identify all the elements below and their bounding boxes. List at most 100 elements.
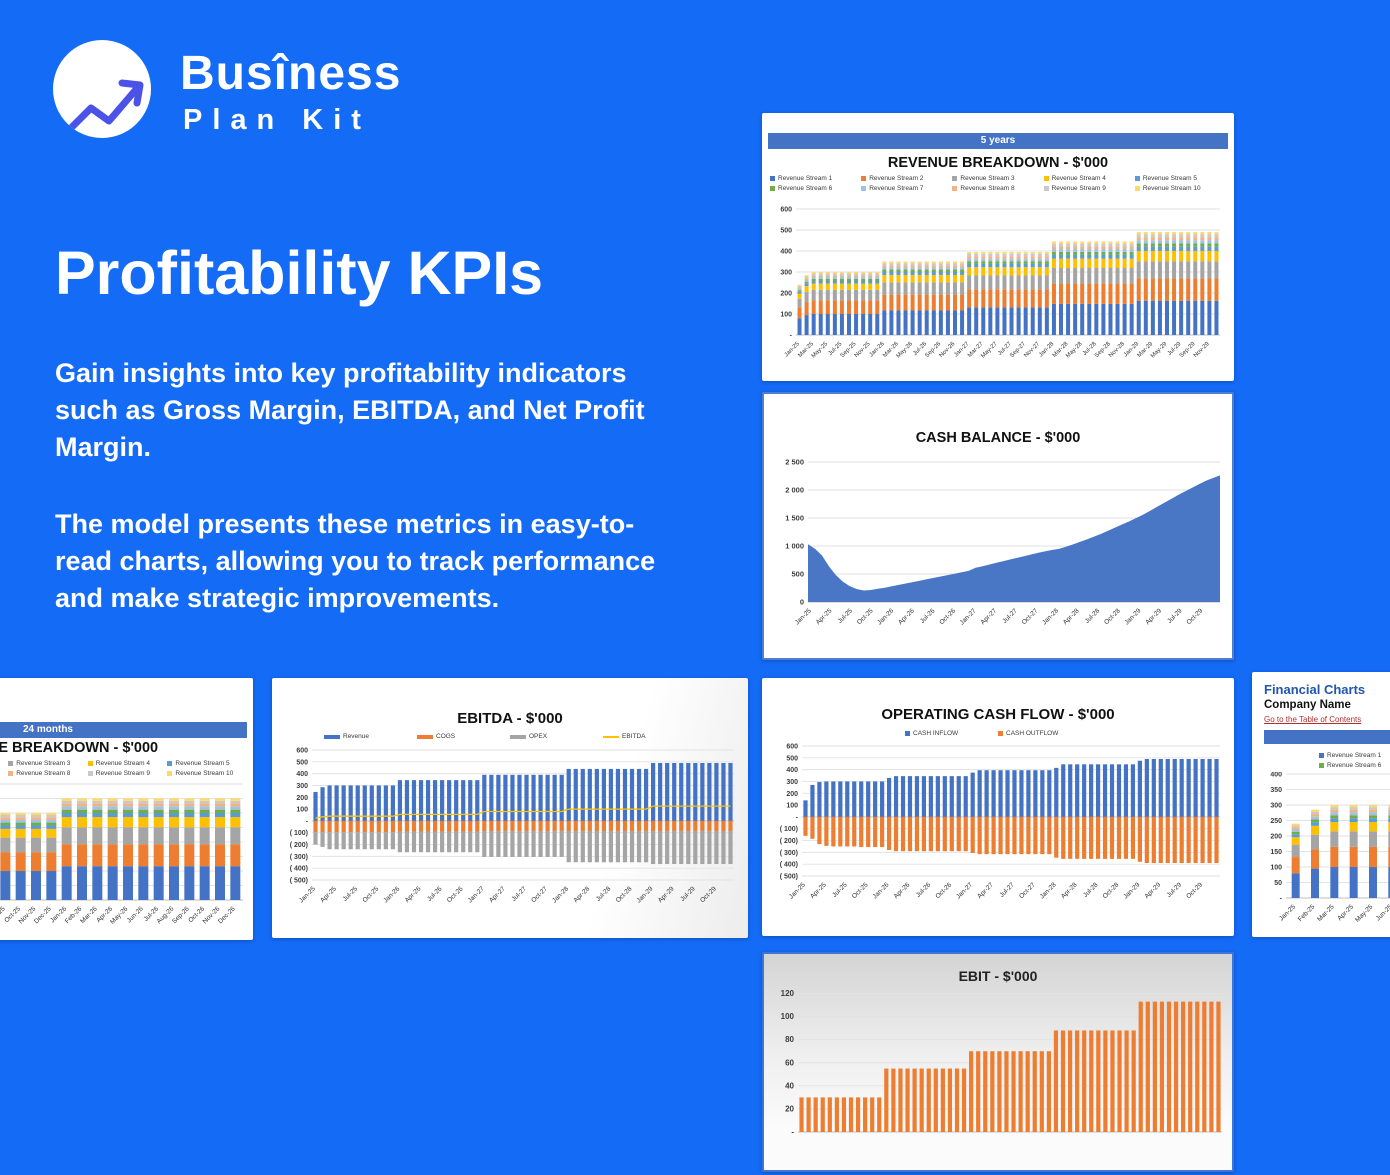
svg-text:May-27: May-27 <box>980 341 999 360</box>
svg-text:Apr-29: Apr-29 <box>1144 607 1163 626</box>
legend-item: Revenue Stream 7 <box>0 770 8 777</box>
svg-text:500: 500 <box>791 570 804 579</box>
legend-item: OPEX <box>510 733 603 740</box>
svg-text:Oct-26: Oct-26 <box>934 881 953 900</box>
legend-item: EBITDA <box>603 733 696 740</box>
svg-text:May-26: May-26 <box>896 341 915 360</box>
svg-text:Jul-25: Jul-25 <box>342 885 360 903</box>
svg-text:Jul-29: Jul-29 <box>1166 607 1184 625</box>
svg-text:Jan-28: Jan-28 <box>551 885 570 904</box>
brand-name-bottom: Plan Kit <box>183 104 371 136</box>
page-title: Profitability KPIs <box>55 239 544 307</box>
legend-swatch <box>167 761 173 766</box>
svg-text:( 200): ( 200) <box>780 838 798 845</box>
svg-text:Jan-26: Jan-26 <box>876 607 895 626</box>
legend-item: Revenue Stream 1 <box>1319 752 1390 759</box>
svg-text:20: 20 <box>785 1104 794 1113</box>
legend-swatch <box>770 176 775 181</box>
svg-text:Oct-28: Oct-28 <box>615 885 634 904</box>
svg-text:Apr-25: Apr-25 <box>1336 903 1355 922</box>
legend-item: Revenue Stream 8 <box>8 770 88 777</box>
legend-swatch <box>1043 176 1049 181</box>
svg-text:Jul-27: Jul-27 <box>998 881 1016 899</box>
svg-text:Apr-26: Apr-26 <box>897 607 916 626</box>
cash-balance-card: CASH BALANCE - $'000 2 500 2 000 1 500 1 00… <box>762 392 1234 660</box>
svg-text:200: 200 <box>1270 834 1282 841</box>
legend-swatch <box>1319 753 1324 758</box>
table-of-contents-link[interactable]: Go to the Table of Contents <box>1264 715 1362 724</box>
svg-text:Jan-25: Jan-25 <box>794 607 813 626</box>
svg-text:Oct-28: Oct-28 <box>1103 607 1122 626</box>
legend-swatch <box>861 176 867 181</box>
legend-label: Revenue Stream 5 <box>175 760 230 767</box>
legend-label: Revenue Stream 1 <box>1327 752 1382 759</box>
legend-item: Revenue Stream 2 <box>861 175 952 182</box>
svg-text:Oct-25: Oct-25 <box>851 881 870 900</box>
legend-item: Revenue Stream 6 <box>1319 762 1390 769</box>
legend-swatch <box>905 731 910 736</box>
legend-label: OPEX <box>529 733 548 740</box>
legend-label: Revenue Stream 7 <box>869 185 924 192</box>
operating-cash-flow-card: OPERATING CASH FLOW - $'000 CASH INFLOW C… <box>762 678 1234 936</box>
svg-text:100: 100 <box>1270 865 1282 872</box>
svg-text:( 500): ( 500) <box>290 878 308 885</box>
chart-title: REVENUE BREAKDOWN - $'000 <box>0 740 159 756</box>
svg-text:Jul-26: Jul-26 <box>919 607 937 625</box>
legend-swatch <box>1319 763 1324 768</box>
svg-text:400: 400 <box>786 767 798 774</box>
svg-text:Jul-27: Jul-27 <box>1001 607 1019 625</box>
svg-text:Feb-25: Feb-25 <box>1297 903 1317 923</box>
svg-text:Apr-29: Apr-29 <box>657 885 676 904</box>
svg-text:Jan-29: Jan-29 <box>1123 607 1142 626</box>
legend-label: Revenue Stream 1 <box>778 175 833 182</box>
legend-swatch <box>770 186 775 191</box>
svg-text:Oct-27: Oct-27 <box>1021 607 1040 626</box>
svg-text:Jul-25: Jul-25 <box>831 881 849 899</box>
chart-legend: CASH INFLOW CASH OUTFLOW <box>770 730 1226 737</box>
financial-charts-chart: 400 350 300 250 200 150 100 50 - Jan-25 Feb-25 Mar-… <box>1256 772 1390 934</box>
svg-text:-: - <box>791 1128 794 1137</box>
brand-logo <box>53 40 151 138</box>
legend-swatch <box>861 186 867 191</box>
legend-swatch <box>510 734 526 739</box>
svg-text:-: - <box>306 818 309 825</box>
svg-text:40: 40 <box>785 1081 794 1090</box>
financial-charts-card: Financial Charts Company Name Go to the … <box>1252 672 1390 937</box>
legend-swatch <box>8 761 14 766</box>
svg-text:Apr-28: Apr-28 <box>572 885 591 904</box>
svg-text:Apr-29: Apr-29 <box>1143 881 1162 900</box>
cash-balance-chart: 2 500 2 000 1 500 1 000 500 0 Jan-25 Apr-25 Jul-… <box>772 456 1228 654</box>
svg-text:May-25: May-25 <box>811 341 830 360</box>
legend-label: Revenue Stream 4 <box>95 760 150 767</box>
svg-text:( 400): ( 400) <box>290 866 308 873</box>
period-band: 24 months <box>0 722 247 738</box>
svg-text:Jan-29: Jan-29 <box>1122 881 1141 900</box>
svg-text:100: 100 <box>781 1012 795 1021</box>
svg-text:Apr-27: Apr-27 <box>976 881 995 900</box>
svg-text:Jul-29: Jul-29 <box>1166 881 1184 899</box>
svg-text:Jul-25: Jul-25 <box>837 607 855 625</box>
legend-swatch <box>87 761 93 766</box>
svg-text:Sep-26: Sep-26 <box>171 905 191 925</box>
hero-paragraph-2: The model presents these metrics in easy… <box>55 509 656 613</box>
legend-swatch <box>1134 186 1140 191</box>
svg-text:Apr-27: Apr-27 <box>488 885 507 904</box>
svg-text:0: 0 <box>800 598 804 607</box>
legend-item: Revenue Stream 7 <box>861 185 952 192</box>
company-name: Company Name <box>1264 699 1351 711</box>
revenue-breakdown-24m-card: 24 months REVENUE BREAKDOWN - $'000 Reve… <box>0 678 253 940</box>
trend-arrow-icon <box>57 79 144 138</box>
svg-text:-: - <box>790 333 793 340</box>
legend-label: Revenue Stream 10 <box>175 770 234 777</box>
svg-text:Oct-26: Oct-26 <box>446 885 465 904</box>
svg-text:( 500): ( 500) <box>780 874 798 881</box>
svg-text:Jul-26: Jul-26 <box>915 881 933 899</box>
chart-legend: Revenue COGS OPEX EBITDA <box>280 733 740 740</box>
revenue-breakdown-24m-chart: 40035030025020015010050-Jan-25Feb-25Mar-… <box>0 782 247 938</box>
svg-text:Jan-27: Jan-27 <box>955 881 974 900</box>
legend-label: CASH INFLOW <box>913 730 959 737</box>
svg-text:500: 500 <box>780 228 792 235</box>
ebit-chart: 120 100 80 60 40 20 - <box>772 982 1228 1170</box>
